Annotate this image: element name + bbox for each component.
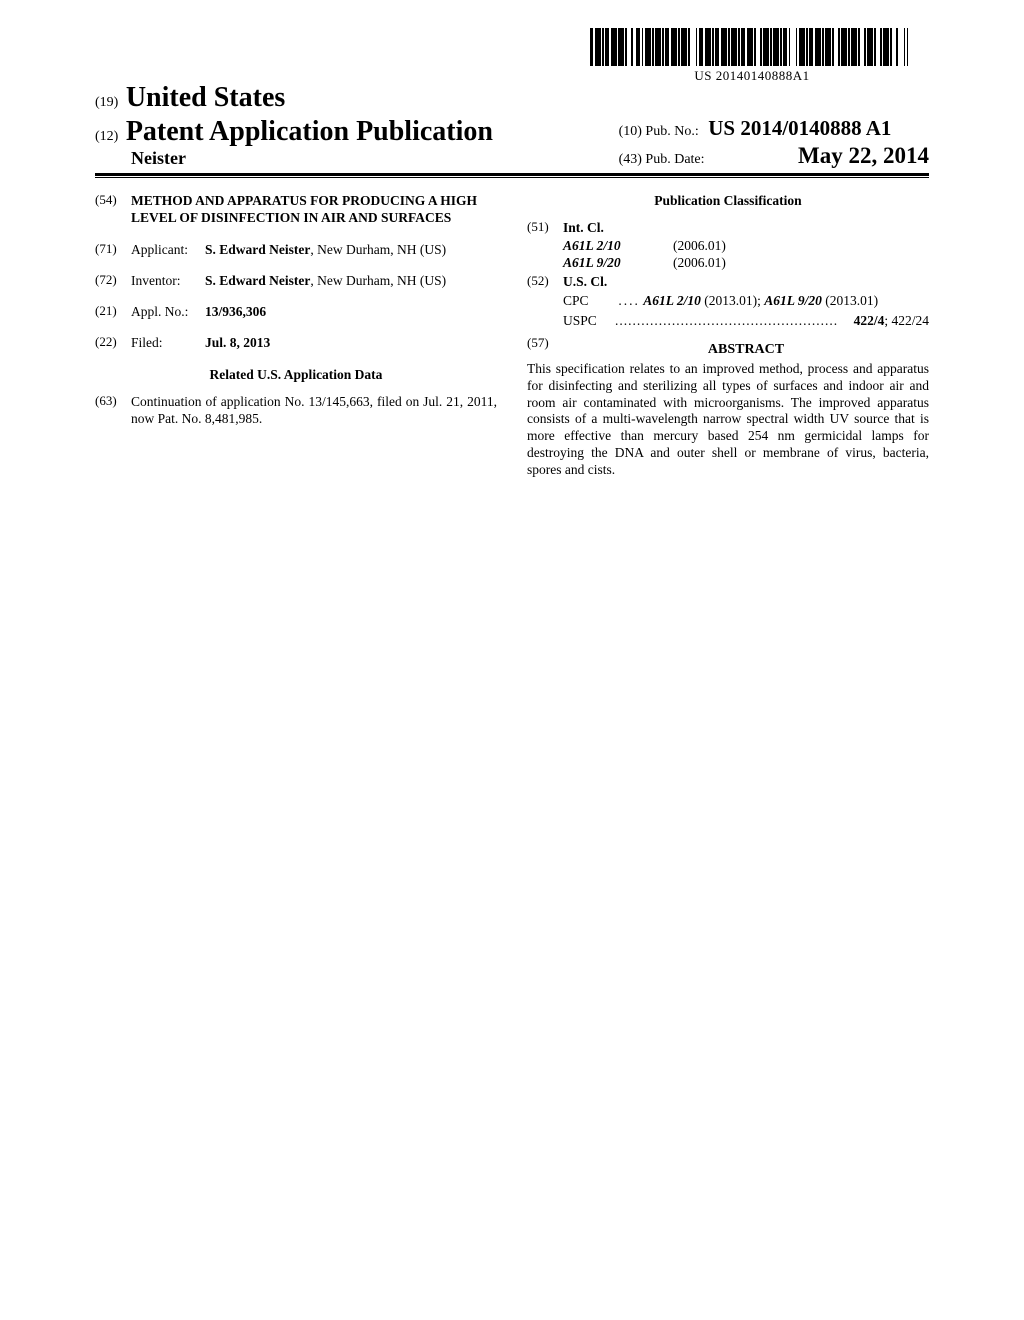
field-title: (54) METHOD AND APPARATUS FOR PRODUCING …: [95, 192, 497, 227]
barcode-block: US 20140140888A1: [590, 28, 914, 84]
pubdate-label: Pub. Date:: [645, 152, 704, 167]
label-applno: Appl. No.:: [131, 303, 205, 320]
abstract-header: ABSTRACT: [563, 341, 929, 359]
uspc-label: USPC: [563, 312, 615, 329]
inventor-name: S. Edward Neister: [205, 273, 310, 288]
intcl-code-1: A61L 9/20: [563, 254, 673, 271]
cpc-code-2: A61L 9/20: [764, 293, 822, 308]
divider-thin: [95, 177, 929, 178]
code-filed: (22): [95, 334, 131, 351]
pub-right: (10) Pub. No.: US 2014/0140888 A1 (43) P…: [619, 116, 929, 169]
related-header: Related U.S. Application Data: [95, 366, 497, 383]
uspc-line: USPC ...................................…: [563, 312, 929, 329]
uspc-dots: ........................................…: [615, 312, 850, 329]
code-pubdate: (43): [619, 152, 642, 167]
intcl-item: A61L 2/10 (2006.01): [563, 237, 929, 254]
pub-left: (12) Patent Application Publication Neis…: [95, 116, 493, 169]
field-applicant: (71) Applicant: S. Edward Neister, New D…: [95, 241, 497, 258]
continuation-text: Continuation of application No. 13/145,6…: [131, 393, 497, 428]
code-country: (19): [95, 95, 118, 110]
intcl-date-1: (2006.01): [673, 254, 726, 271]
intcl-item: A61L 9/20 (2006.01): [563, 254, 929, 271]
title-text: METHOD AND APPARATUS FOR PRODUCING A HIG…: [131, 192, 497, 227]
code-pubno: (10): [619, 124, 642, 139]
code-applicant: (71): [95, 241, 131, 258]
code-pubtype: (12): [95, 129, 118, 144]
code-intcl: (51): [527, 219, 563, 271]
left-column: (54) METHOD AND APPARATUS FOR PRODUCING …: [95, 192, 497, 479]
field-applno: (21) Appl. No.: 13/936,306: [95, 303, 497, 320]
cpc-dots: ....: [618, 293, 640, 308]
field-intcl: (51) Int. Cl. A61L 2/10 (2006.01) A61L 9…: [527, 219, 929, 271]
columns: (54) METHOD AND APPARATUS FOR PRODUCING …: [95, 192, 929, 479]
barcode-graphic: [590, 28, 914, 66]
label-intcl: Int. Cl.: [563, 219, 929, 236]
pubdate-value: May 22, 2014: [798, 143, 929, 168]
applicant-name: S. Edward Neister: [205, 242, 310, 257]
field-uscl: (52) U.S. Cl. CPC .... A61L 2/10 (2013.0…: [527, 273, 929, 329]
cpc-date-2: (2013.01): [822, 293, 878, 308]
cpc-label: CPC: [563, 292, 615, 309]
code-uscl: (52): [527, 273, 563, 329]
applicant-location: , New Durham, NH (US): [310, 242, 446, 257]
divider-thick: [95, 173, 929, 176]
cpc-line: CPC .... A61L 2/10 (2013.01); A61L 9/20 …: [563, 292, 929, 309]
country-name: United States: [126, 82, 285, 113]
label-applicant: Applicant:: [131, 241, 205, 258]
pubno-value: US 2014/0140888 A1: [708, 116, 891, 140]
uspc-secondary: ; 422/24: [884, 313, 929, 328]
code-applno: (21): [95, 303, 131, 320]
cpc-date-1: (2013.01);: [701, 293, 764, 308]
applicant-value: S. Edward Neister, New Durham, NH (US): [205, 241, 497, 258]
inventor-value: S. Edward Neister, New Durham, NH (US): [205, 272, 497, 289]
code-title: (54): [95, 192, 131, 227]
barcode-text: US 20140140888A1: [590, 68, 914, 84]
code-continuation: (63): [95, 393, 131, 428]
author-surname: Neister: [131, 148, 493, 169]
field-filed: (22) Filed: Jul. 8, 2013: [95, 334, 497, 351]
label-uscl: U.S. Cl.: [563, 273, 929, 290]
inventor-location: , New Durham, NH (US): [310, 273, 446, 288]
cpc-code-1: A61L 2/10: [643, 293, 701, 308]
uspc-primary: 422/4: [854, 313, 885, 328]
country-line: (19) United States: [95, 82, 929, 114]
pub-class-header: Publication Classification: [527, 192, 929, 209]
intcl-date-0: (2006.01): [673, 237, 726, 254]
right-column: Publication Classification (51) Int. Cl.…: [527, 192, 929, 479]
filed-value: Jul. 8, 2013: [205, 334, 497, 351]
label-inventor: Inventor:: [131, 272, 205, 289]
abstract-body: This specification relates to an improve…: [527, 361, 929, 479]
intcl-code-0: A61L 2/10: [563, 237, 673, 254]
code-abstract: (57): [527, 335, 563, 361]
applno-value: 13/936,306: [205, 303, 497, 320]
pub-type: Patent Application Publication: [126, 116, 493, 147]
code-inventor: (72): [95, 272, 131, 289]
header: (19) United States (12) Patent Applicati…: [95, 82, 929, 169]
field-continuation: (63) Continuation of application No. 13/…: [95, 393, 497, 428]
abstract-row: (57) ABSTRACT: [527, 335, 929, 361]
field-inventor: (72) Inventor: S. Edward Neister, New Du…: [95, 272, 497, 289]
uspc-codes: 422/4; 422/24: [854, 312, 929, 329]
label-filed: Filed:: [131, 334, 205, 351]
pubno-label: Pub. No.:: [645, 124, 698, 139]
